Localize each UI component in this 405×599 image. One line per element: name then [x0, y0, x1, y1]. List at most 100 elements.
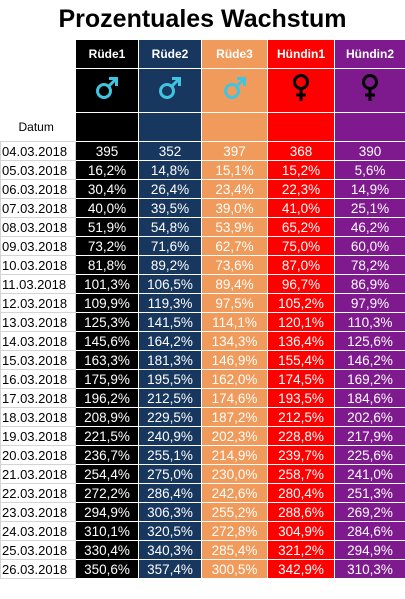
value-cell[interactable]: 214,9%	[201, 445, 268, 465]
value-cell[interactable]: 5,6%	[334, 160, 405, 180]
value-cell[interactable]: 136,4%	[267, 331, 335, 351]
value-cell[interactable]: 196,2%	[75, 388, 139, 408]
value-cell[interactable]: 39,5%	[138, 198, 202, 218]
value-cell[interactable]: 73,6%	[201, 255, 268, 275]
value-cell[interactable]: 119,3%	[138, 293, 202, 313]
value-cell[interactable]: 306,3%	[138, 502, 202, 522]
date-cell[interactable]: 15.03.2018	[0, 350, 76, 370]
value-cell[interactable]: 342,9%	[267, 559, 335, 579]
value-cell[interactable]: 310,1%	[75, 521, 139, 541]
value-cell[interactable]: 16,2%	[75, 160, 139, 180]
value-cell[interactable]: 280,4%	[267, 483, 335, 503]
value-cell[interactable]: 174,5%	[267, 369, 335, 389]
value-cell[interactable]: 241,0%	[334, 464, 405, 484]
value-cell[interactable]: 174,6%	[201, 388, 268, 408]
value-cell[interactable]: 195,5%	[138, 369, 202, 389]
value-cell[interactable]: 230,0%	[201, 464, 268, 484]
value-cell[interactable]: 350,6%	[75, 559, 139, 579]
value-cell[interactable]: 285,4%	[201, 540, 268, 560]
symbol-cell[interactable]	[267, 68, 335, 113]
blank-color-cell[interactable]	[75, 112, 139, 142]
date-cell[interactable]: 25.03.2018	[0, 540, 76, 560]
value-cell[interactable]: 65,2%	[267, 217, 335, 237]
symbol-cell[interactable]	[138, 68, 202, 113]
date-cell[interactable]: 23.03.2018	[0, 502, 76, 522]
value-cell[interactable]: 30,4%	[75, 179, 139, 199]
value-cell[interactable]: 114,1%	[201, 312, 268, 332]
value-cell[interactable]: 110,3%	[334, 312, 405, 332]
value-cell[interactable]: 352	[138, 141, 202, 161]
value-cell[interactable]: 320,5%	[138, 521, 202, 541]
value-cell[interactable]: 175,9%	[75, 369, 139, 389]
date-cell[interactable]: 11.03.2018	[0, 274, 76, 294]
date-cell[interactable]: 21.03.2018	[0, 464, 76, 484]
value-cell[interactable]: 228,8%	[267, 426, 335, 446]
value-cell[interactable]: 145,6%	[75, 331, 139, 351]
column-header[interactable]: Hündin2	[334, 39, 405, 69]
value-cell[interactable]: 96,7%	[267, 274, 335, 294]
value-cell[interactable]: 272,8%	[201, 521, 268, 541]
value-cell[interactable]: 202,3%	[201, 426, 268, 446]
value-cell[interactable]: 71,6%	[138, 236, 202, 256]
value-cell[interactable]: 60,0%	[334, 236, 405, 256]
value-cell[interactable]: 251,3%	[334, 483, 405, 503]
value-cell[interactable]: 390	[334, 141, 405, 161]
value-cell[interactable]: 40,0%	[75, 198, 139, 218]
value-cell[interactable]: 212,5%	[267, 407, 335, 427]
date-cell[interactable]: 18.03.2018	[0, 407, 76, 427]
date-cell[interactable]: 19.03.2018	[0, 426, 76, 446]
value-cell[interactable]: 212,5%	[138, 388, 202, 408]
value-cell[interactable]: 146,9%	[201, 350, 268, 370]
value-cell[interactable]: 134,3%	[201, 331, 268, 351]
value-cell[interactable]: 217,9%	[334, 426, 405, 446]
value-cell[interactable]: 87,0%	[267, 255, 335, 275]
value-cell[interactable]: 193,5%	[267, 388, 335, 408]
value-cell[interactable]: 22,3%	[267, 179, 335, 199]
value-cell[interactable]: 86,9%	[334, 274, 405, 294]
value-cell[interactable]: 26,4%	[138, 179, 202, 199]
value-cell[interactable]: 187,2%	[201, 407, 268, 427]
value-cell[interactable]: 221,5%	[75, 426, 139, 446]
value-cell[interactable]: 255,1%	[138, 445, 202, 465]
value-cell[interactable]: 395	[75, 141, 139, 161]
value-cell[interactable]: 284,6%	[334, 521, 405, 541]
value-cell[interactable]: 357,4%	[138, 559, 202, 579]
value-cell[interactable]: 169,2%	[334, 369, 405, 389]
value-cell[interactable]: 73,2%	[75, 236, 139, 256]
date-cell[interactable]: 07.03.2018	[0, 198, 76, 218]
value-cell[interactable]: 321,2%	[267, 540, 335, 560]
value-cell[interactable]: 106,5%	[138, 274, 202, 294]
value-cell[interactable]: 54,8%	[138, 217, 202, 237]
date-cell[interactable]: 08.03.2018	[0, 217, 76, 237]
value-cell[interactable]: 330,4%	[75, 540, 139, 560]
blank-color-cell[interactable]	[267, 112, 335, 142]
symbol-cell[interactable]	[75, 68, 139, 113]
value-cell[interactable]: 78,2%	[334, 255, 405, 275]
value-cell[interactable]: 125,6%	[334, 331, 405, 351]
column-header[interactable]: Rüde3	[201, 39, 268, 69]
column-header[interactable]: Rüde2	[138, 39, 202, 69]
value-cell[interactable]: 275,0%	[138, 464, 202, 484]
value-cell[interactable]: 53,9%	[201, 217, 268, 237]
value-cell[interactable]: 146,2%	[334, 350, 405, 370]
value-cell[interactable]: 239,7%	[267, 445, 335, 465]
symbol-cell[interactable]	[201, 68, 268, 113]
value-cell[interactable]: 46,2%	[334, 217, 405, 237]
value-cell[interactable]: 89,2%	[138, 255, 202, 275]
column-header[interactable]: Rüde1	[75, 39, 139, 69]
value-cell[interactable]: 254,4%	[75, 464, 139, 484]
value-cell[interactable]: 25,1%	[334, 198, 405, 218]
value-cell[interactable]: 120,1%	[267, 312, 335, 332]
blank-color-cell[interactable]	[138, 112, 202, 142]
date-cell[interactable]: 17.03.2018	[0, 388, 76, 408]
date-cell[interactable]: 04.03.2018	[0, 141, 76, 161]
column-header[interactable]: Hündin1	[267, 39, 335, 69]
value-cell[interactable]: 75,0%	[267, 236, 335, 256]
value-cell[interactable]: 258,7%	[267, 464, 335, 484]
value-cell[interactable]: 272,2%	[75, 483, 139, 503]
date-cell[interactable]: 20.03.2018	[0, 445, 76, 465]
value-cell[interactable]: 89,4%	[201, 274, 268, 294]
value-cell[interactable]: 155,4%	[267, 350, 335, 370]
date-cell[interactable]: 16.03.2018	[0, 369, 76, 389]
value-cell[interactable]: 294,9%	[334, 540, 405, 560]
